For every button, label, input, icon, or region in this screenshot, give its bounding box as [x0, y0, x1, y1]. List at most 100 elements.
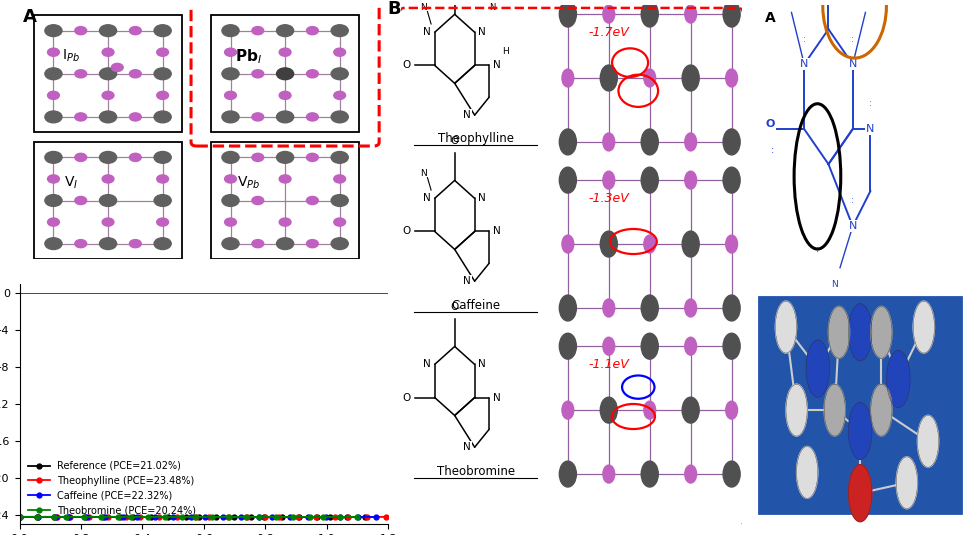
Circle shape: [685, 465, 697, 483]
Circle shape: [154, 111, 171, 123]
Text: N: N: [866, 124, 874, 134]
Circle shape: [559, 295, 577, 321]
Circle shape: [685, 337, 697, 355]
Circle shape: [331, 238, 348, 249]
Circle shape: [603, 5, 615, 23]
Circle shape: [848, 464, 872, 522]
Circle shape: [224, 175, 236, 183]
Circle shape: [279, 91, 291, 100]
Circle shape: [279, 218, 291, 226]
Reference (PCE=21.02%): [359, 514, 371, 520]
Caffeine (PCE=22.32%): [230, 514, 242, 520]
Text: N: N: [478, 193, 486, 203]
Circle shape: [600, 231, 617, 257]
Circle shape: [154, 25, 171, 36]
Text: :: :: [851, 196, 854, 205]
Reference (PCE=21.02%): [319, 514, 331, 520]
Circle shape: [559, 333, 577, 359]
Line: Theophylline (PCE=23.48%): Theophylline (PCE=23.48%): [18, 515, 388, 519]
Circle shape: [723, 333, 740, 359]
Circle shape: [48, 91, 60, 100]
Circle shape: [252, 113, 264, 121]
Circle shape: [896, 457, 917, 509]
Circle shape: [45, 238, 62, 249]
Text: N: N: [464, 276, 471, 286]
Text: N: N: [493, 60, 501, 71]
Circle shape: [130, 27, 142, 35]
Text: I$_{Pb}$: I$_{Pb}$: [62, 48, 80, 65]
Text: A: A: [765, 11, 776, 25]
Circle shape: [723, 1, 740, 27]
Circle shape: [917, 415, 939, 467]
Circle shape: [641, 295, 658, 321]
Theophylline (PCE=23.48%): [264, 514, 275, 520]
Circle shape: [48, 218, 60, 226]
Circle shape: [334, 48, 346, 56]
Circle shape: [45, 25, 62, 36]
Circle shape: [100, 238, 116, 249]
Circle shape: [331, 68, 348, 80]
Circle shape: [600, 65, 617, 91]
Circle shape: [252, 196, 264, 204]
Circle shape: [222, 25, 239, 36]
Theophylline (PCE=23.48%): [176, 514, 187, 520]
Circle shape: [914, 301, 934, 353]
Theophylline (PCE=23.48%): [236, 514, 248, 520]
Theobromine (PCE=20.24%): [163, 514, 175, 520]
Reference (PCE=21.02%): [224, 514, 235, 520]
Line: Reference (PCE=21.02%): Reference (PCE=21.02%): [18, 515, 367, 519]
Circle shape: [871, 307, 892, 358]
Bar: [212, 16, 359, 132]
Circle shape: [603, 465, 615, 483]
Circle shape: [726, 69, 738, 87]
Circle shape: [154, 195, 171, 207]
Circle shape: [102, 218, 114, 226]
Text: :: :: [803, 35, 805, 43]
Line: Theobromine (PCE=20.24%): Theobromine (PCE=20.24%): [18, 515, 359, 519]
Circle shape: [786, 384, 807, 436]
Circle shape: [222, 238, 239, 249]
Text: O: O: [402, 226, 410, 236]
Theophylline (PCE=23.48%): [380, 514, 391, 520]
Circle shape: [154, 68, 171, 80]
Circle shape: [562, 401, 574, 419]
Theobromine (PCE=20.24%): [312, 514, 324, 520]
Circle shape: [641, 167, 658, 193]
Text: N: N: [424, 27, 431, 37]
Caffeine (PCE=22.32%): [172, 514, 183, 520]
Circle shape: [252, 154, 264, 162]
Circle shape: [276, 111, 294, 123]
Text: N: N: [464, 110, 471, 120]
Text: O: O: [402, 60, 410, 71]
Circle shape: [685, 299, 697, 317]
Circle shape: [644, 235, 656, 253]
Circle shape: [562, 235, 574, 253]
Circle shape: [100, 68, 116, 80]
Circle shape: [796, 446, 818, 499]
Circle shape: [157, 48, 169, 56]
Text: N: N: [478, 27, 486, 37]
Circle shape: [644, 69, 656, 87]
Reference (PCE=21.02%): [250, 514, 262, 520]
Text: -1.3eV: -1.3eV: [589, 192, 630, 205]
Circle shape: [824, 384, 845, 436]
Circle shape: [130, 113, 142, 121]
Theobromine (PCE=20.24%): [244, 514, 256, 520]
Circle shape: [130, 154, 142, 162]
Circle shape: [276, 25, 294, 36]
Text: Caffeine: Caffeine: [451, 299, 501, 311]
Theophylline (PCE=23.48%): [338, 514, 349, 520]
Text: O: O: [451, 136, 459, 146]
FancyBboxPatch shape: [758, 296, 962, 514]
Text: N: N: [848, 221, 857, 231]
Caffeine (PCE=22.32%): [330, 514, 342, 520]
Text: B: B: [387, 0, 400, 18]
Circle shape: [600, 397, 617, 423]
Reference (PCE=21.02%): [219, 514, 230, 520]
Text: N: N: [493, 226, 501, 236]
Circle shape: [331, 111, 348, 123]
Text: :: :: [851, 35, 854, 43]
Circle shape: [100, 195, 116, 207]
Circle shape: [331, 25, 348, 36]
Text: :: :: [816, 244, 819, 254]
